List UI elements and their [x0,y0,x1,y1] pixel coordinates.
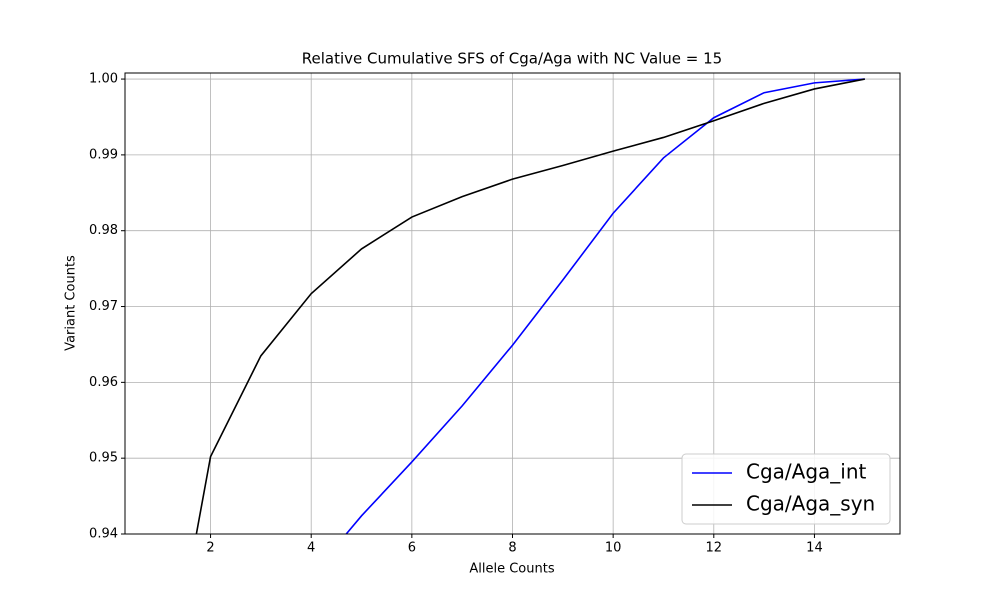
y-tick-label: 0.95 [89,451,118,466]
chart-title: Relative Cumulative SFS of Cga/Aga with … [302,50,722,68]
y-tick-label: 0.99 [89,147,118,162]
y-tick-label: 0.98 [89,223,118,238]
series-line [195,78,865,534]
x-tick-label: 6 [408,541,416,556]
y-tick-label: 0.97 [89,299,118,314]
y-tick-label: 0.94 [89,527,118,542]
y-tick-label: 1.00 [89,72,118,87]
legend-label: Cga/Aga_syn [746,492,875,516]
x-tick-label: 2 [206,541,214,556]
x-tick-label: 8 [508,541,516,556]
y-axis-label: Variant Counts [64,255,79,351]
x-tick-label: 12 [706,541,723,556]
series-line [345,78,865,534]
x-tick-label: 10 [605,541,622,556]
legend-label: Cga/Aga_int [746,460,867,484]
y-tick-label: 0.96 [89,375,118,390]
x-tick-label: 14 [806,541,823,556]
x-tick-label: 4 [307,541,315,556]
x-axis-label: Allele Counts [469,562,554,577]
legend-box [681,453,891,525]
